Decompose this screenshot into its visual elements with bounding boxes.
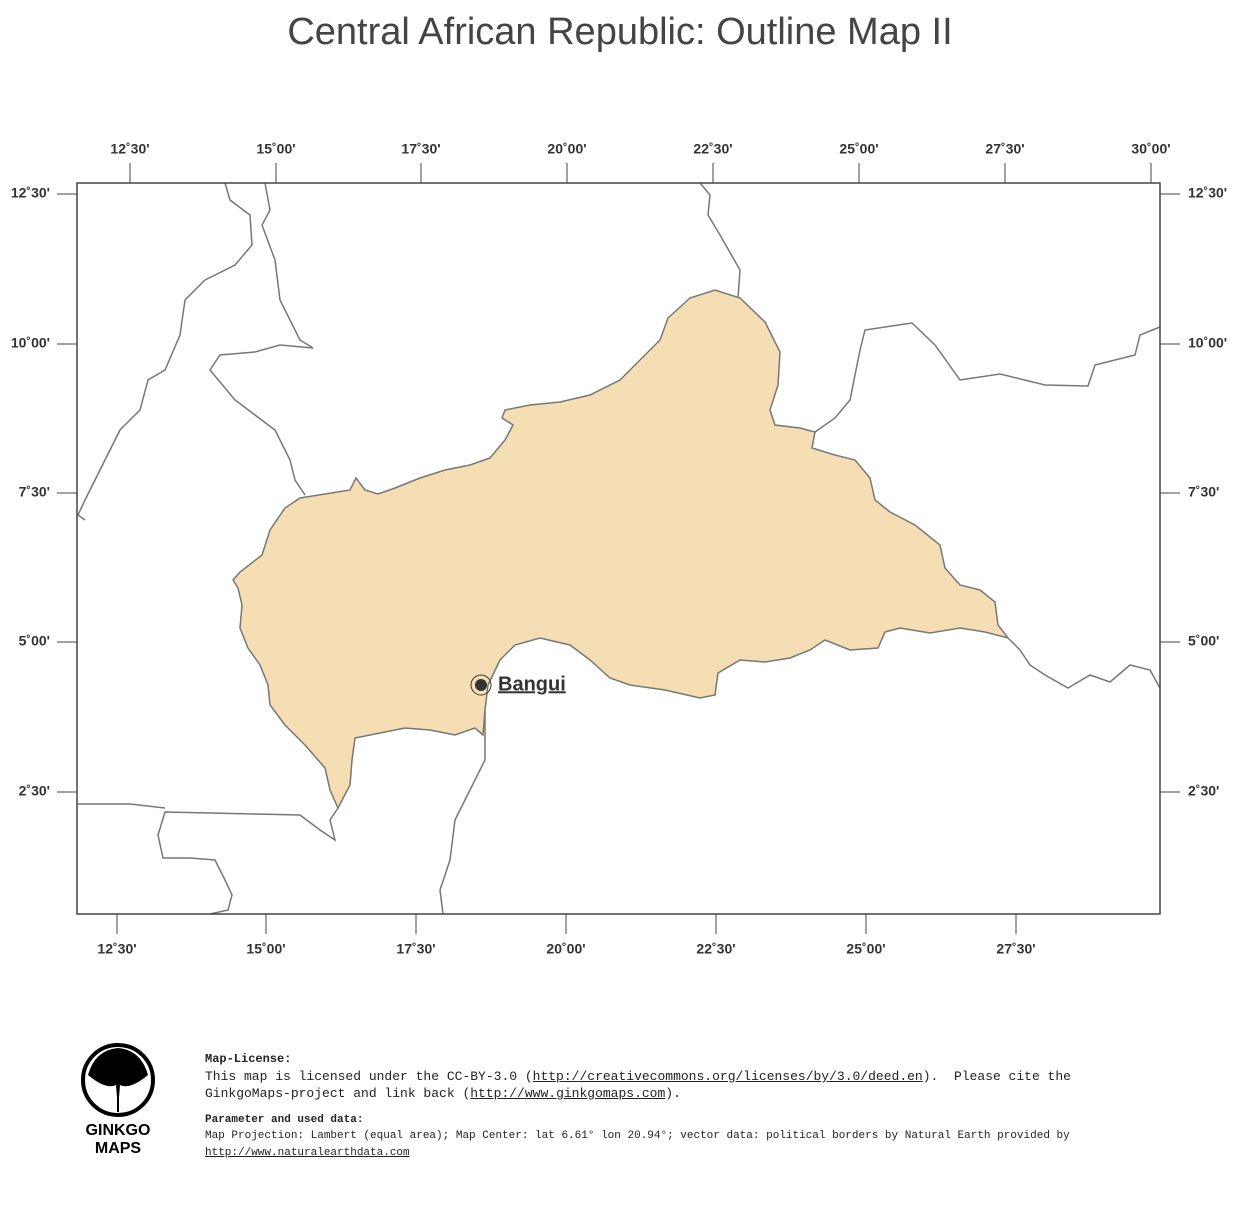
tick-label: 20˚00' [547,141,586,157]
ticks: 12˚30' 15˚00' 17˚30' 20˚00' 22˚30' 25˚00' 27˚3… [11,141,1227,957]
tick-label: 20˚00' [546,941,585,957]
logo-text: MAPS [95,1140,142,1157]
tick-label: 12˚30' [11,185,50,201]
tick-label: 15˚00' [256,141,295,157]
tick-label: 12˚30' [110,141,149,157]
link[interactable]: http://creativecommons.org/licenses/by/3… [532,1069,923,1084]
tick-label: 30˚00' [1131,141,1170,157]
tick-label: 27˚30' [996,941,1035,957]
tick-label: 27˚30' [985,141,1024,157]
tick-label: 25˚00' [846,941,885,957]
tick-label: 7˚30' [19,484,50,500]
tick-label: 17˚30' [396,941,435,957]
tick-label: 7˚30' [1188,484,1219,500]
city-label: Bangui [498,673,566,695]
tick-label: 12˚30' [97,941,136,957]
tick-label: 2˚30' [19,783,50,799]
title: Central African Republic: Outline Map II [287,11,952,53]
tick-label: 5˚00' [1188,633,1219,649]
tick-label: 10˚00' [11,335,50,351]
map-frame [76,182,1161,915]
borders [77,182,1161,915]
tick-label: 12˚30' [1188,185,1227,201]
tick-label: 15˚00' [246,941,285,957]
text: ). Please cite the GinkgoMaps-project an… [205,1069,1079,1101]
tick-label: 22˚30' [696,941,735,957]
tick-label: 2˚30' [1188,783,1219,799]
link[interactable]: http://www.naturalearthdata.com [205,1147,410,1159]
license-text: This map is licensed under the CC-BY-3.0… [205,1068,1085,1102]
parameters-text: Map Projection: Lambert (equal area); Ma… [205,1130,1070,1142]
country-shape [232,289,1010,810]
license-heading: Map-License: [205,1052,292,1066]
link[interactable]: http://www.ginkgomaps.com [470,1086,666,1101]
text: This map is licensed under the CC-BY-3.0… [205,1069,533,1084]
parameters-heading: Parameter and used data: [205,1114,364,1126]
city-ring [470,674,492,696]
tick-label: 10˚00' [1188,335,1227,351]
logo-text: GINKGO [86,1122,151,1139]
text: ). [665,1086,681,1101]
tick-label: 17˚30' [401,141,440,157]
tick-label: 22˚30' [693,141,732,157]
tick-label: 25˚00' [839,141,878,157]
logo: GINKGO MAPS [81,1043,155,1157]
tick-label: 5˚00' [19,633,50,649]
city-dot [475,679,487,691]
